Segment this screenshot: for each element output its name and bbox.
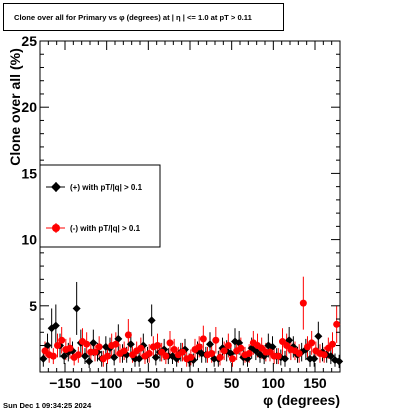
- data-point-series-2: [179, 348, 186, 356]
- data-point-series-1: [81, 352, 89, 361]
- x-tick-label: 100: [262, 375, 286, 391]
- legend-label-2: (-) with pT/|q| > 0.1: [70, 224, 141, 233]
- data-point-series-2: [129, 351, 136, 359]
- data-point-series-1: [326, 352, 335, 361]
- data-point-series-2: [262, 348, 270, 356]
- data-point-series-2: [333, 320, 341, 328]
- legend: (+) with pT/|q| > 0.1 (-) with pT/|q| > …: [39, 164, 161, 248]
- data-point-series-2: [104, 352, 111, 360]
- data-point-series-2: [79, 338, 86, 346]
- data-point-series-1: [251, 346, 260, 355]
- y-tick-label: 25: [21, 33, 37, 49]
- data-point-series-1: [306, 354, 314, 363]
- data-point-series-2: [154, 342, 161, 350]
- data-point-series-2: [58, 336, 66, 344]
- data-point-series-1: [310, 354, 319, 363]
- data-point-series-1: [110, 353, 119, 362]
- data-point-series-1: [85, 357, 94, 366]
- data-point-series-2: [299, 299, 307, 307]
- data-point-series-2: [204, 351, 211, 359]
- legend-box: [39, 164, 161, 248]
- data-point-series-2: [329, 340, 336, 348]
- data-point-series-2: [187, 353, 195, 361]
- data-point-series-2: [312, 347, 320, 355]
- data-point-series-2: [224, 342, 232, 350]
- data-point-series-1: [206, 340, 214, 349]
- data-point-series-1: [89, 338, 98, 347]
- data-point-series-2: [195, 343, 203, 351]
- y-tick-label: 10: [21, 232, 37, 248]
- data-point-series-2: [170, 345, 178, 353]
- data-point-series-2: [62, 345, 70, 353]
- data-point-series-2: [212, 336, 220, 344]
- data-point-series-2: [320, 351, 328, 359]
- data-point-series-2: [270, 352, 278, 360]
- data-point-series-2: [137, 344, 145, 352]
- data-point-series-2: [287, 345, 295, 353]
- y-tick-label: 5: [29, 298, 37, 314]
- data-point-series-2: [229, 355, 236, 363]
- data-point-series-2: [254, 342, 261, 350]
- y-axis-title: Clone over all (%): [7, 48, 23, 165]
- data-point-series-2: [279, 338, 286, 346]
- data-point-series-2: [216, 353, 224, 361]
- data-point-series-2: [54, 342, 61, 350]
- data-point-series-2: [199, 335, 207, 343]
- data-point-series-1: [72, 304, 81, 313]
- data-point-series-2: [237, 344, 245, 352]
- data-point-series-2: [70, 353, 78, 361]
- legend-label-1: (+) with pT/|q| > 0.1: [70, 183, 143, 192]
- data-markers: [39, 299, 344, 366]
- legend-marker-1: [51, 182, 61, 192]
- y-tick-label: 20: [21, 99, 37, 115]
- data-point-series-1: [101, 342, 110, 351]
- data-point-series-2: [95, 343, 103, 351]
- data-point-series-2: [87, 348, 95, 356]
- data-point-series-2: [245, 349, 253, 357]
- data-point-series-2: [162, 352, 170, 360]
- x-tick-label: −150: [49, 375, 81, 391]
- x-tick-label: −100: [91, 375, 123, 391]
- data-point-series-1: [60, 352, 69, 361]
- data-point-series-1: [147, 316, 156, 325]
- title-box: Clone over all for Primary vs φ (degrees…: [3, 3, 284, 31]
- chart-title: Clone over all for Primary vs φ (degrees…: [14, 13, 252, 22]
- x-tick-label: 0: [186, 375, 194, 391]
- data-point-series-2: [166, 339, 174, 347]
- data-point-series-2: [124, 331, 132, 339]
- data-point-series-1: [135, 354, 144, 363]
- data-point-series-2: [120, 347, 128, 355]
- data-point-series-2: [112, 340, 120, 348]
- data-point-series-2: [304, 343, 311, 351]
- data-point-series-1: [335, 357, 344, 366]
- axes: −150 −100 −50 0 50 100 150 5 10 15 20 25: [21, 33, 340, 391]
- data-point-series-2: [220, 347, 228, 355]
- x-axis-title: φ (degrees): [263, 392, 340, 408]
- x-tick-label: −50: [136, 375, 160, 391]
- data-point-series-1: [126, 340, 135, 349]
- legend-marker-2: [52, 224, 60, 232]
- y-tick-label: 15: [21, 165, 37, 181]
- data-point-series-1: [168, 352, 177, 361]
- data-point-series-2: [295, 349, 303, 357]
- x-tick-label: 50: [224, 375, 240, 391]
- data-point-series-2: [45, 351, 53, 359]
- data-point-series-2: [145, 349, 153, 357]
- data-point-series-1: [51, 321, 60, 330]
- timestamp: Sun Dec 1 09:34:25 2024: [3, 401, 92, 410]
- data-point-series-1: [151, 353, 160, 362]
- data-point-series-1: [314, 332, 323, 341]
- x-tick-label: 150: [303, 375, 327, 391]
